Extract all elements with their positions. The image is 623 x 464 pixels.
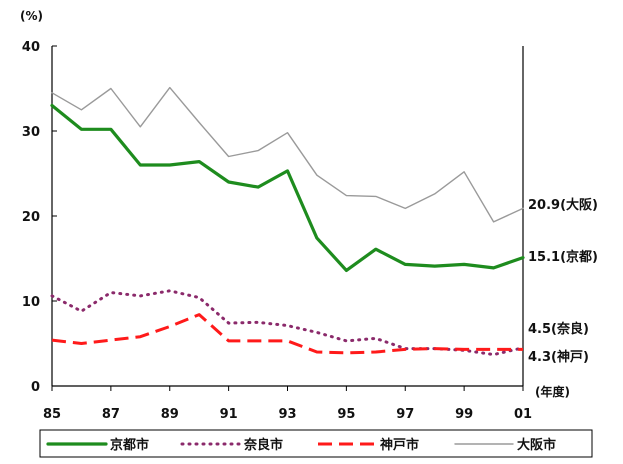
series-line-4: [51, 86, 524, 223]
series-end-label: 15.1(京都): [528, 249, 598, 265]
series-end-label: 4.3(神戸): [528, 349, 589, 365]
x-axis-unit-label: (年度): [535, 384, 570, 399]
end-labels: 15.1(京都) 4.5(奈良) 4.3(神戸) 20.9(大阪): [528, 197, 598, 365]
x-tick-label: 91: [220, 407, 238, 422]
x-tick-label: 89: [161, 407, 179, 422]
x-tick-label: 87: [102, 407, 120, 422]
series-end-label: 20.9(大阪): [528, 197, 598, 213]
x-tick-label: 01: [514, 407, 532, 422]
y-tick-label: 20: [22, 210, 40, 225]
x-tick-label: 97: [396, 407, 414, 422]
series-line-3: [51, 313, 523, 355]
y-tick-label: 30: [22, 125, 40, 140]
y-ticks: 0 10 20 30 40: [22, 40, 57, 395]
series-lines: [50, 86, 525, 357]
series-line-2: [50, 289, 525, 357]
y-tick-label: 10: [22, 295, 40, 310]
series-end-label: 4.5(奈良): [528, 321, 589, 337]
y-tick-label: 0: [31, 380, 40, 395]
legend-label: 奈良市: [243, 437, 283, 453]
x-tick-label: 95: [337, 407, 355, 422]
x-ticks: 85 87 89 91 93 95 97 99 01: [43, 386, 532, 422]
legend-label: 京都市: [110, 437, 149, 453]
axes: [51, 46, 524, 387]
x-tick-label: 85: [43, 407, 61, 422]
y-axis-unit-label: (%): [20, 9, 43, 23]
x-tick-label: 99: [455, 407, 473, 422]
legend-label: 神戸市: [380, 437, 419, 453]
legend: 京都市 奈良市 神戸市 大阪市: [39, 429, 593, 458]
y-tick-label: 40: [22, 40, 40, 55]
legend-label: 大阪市: [517, 437, 556, 453]
series-line-1: [50, 103, 525, 272]
x-tick-label: 93: [278, 407, 296, 422]
